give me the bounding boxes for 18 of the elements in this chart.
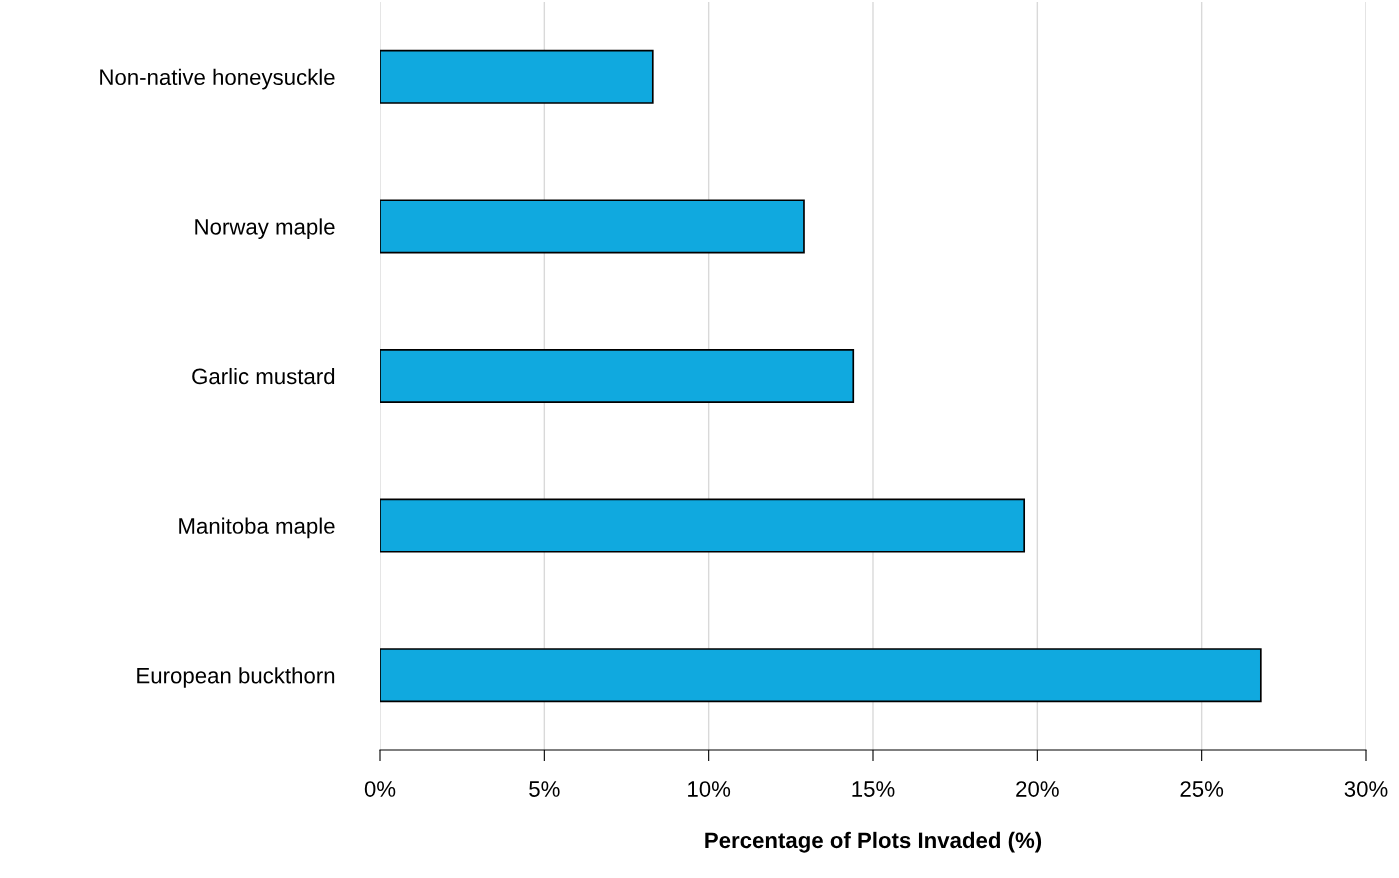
bar <box>380 498 1026 553</box>
x-tick-label: 30% <box>1344 781 1388 797</box>
x-tick-label: 15% <box>852 781 895 797</box>
x-tick-label: 5% <box>529 781 560 797</box>
y-tick-label: Norway maple <box>195 218 335 240</box>
y-tick-label: Manitoba maple <box>179 517 335 539</box>
x-tick-label: 0% <box>364 781 396 797</box>
y-tick-label: Garlic mustard <box>192 367 335 385</box>
bar <box>380 348 855 404</box>
y-tick-label: European buckthorn <box>137 667 335 688</box>
bar <box>380 648 1262 703</box>
bar <box>380 49 654 104</box>
x-tick-label: 10% <box>688 781 731 797</box>
x-tick-label: 20% <box>1016 781 1059 797</box>
x-tick-label: 25% <box>1180 781 1224 797</box>
x-axis-title: Percentage of Plots Invaded (%) <box>705 831 1042 853</box>
bar <box>380 199 805 254</box>
y-tick-label: Non-native honeysuckle <box>100 68 335 90</box>
